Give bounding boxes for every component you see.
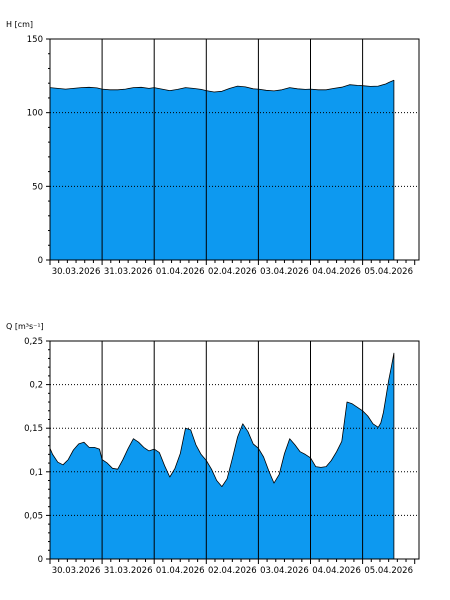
- water-level-chart: H [cm] 0 50 100 150 30.03.2026 31.03.2026 01.…: [6, 20, 420, 277]
- plot-frame: [49, 340, 420, 560]
- x-tick-label: 05.04.2026: [364, 267, 413, 277]
- x-tick-label: 02.04.2026: [208, 566, 257, 576]
- y-axis-ticks: 0 0,05 0,1 0,15 0,2 0,25: [24, 337, 50, 565]
- x-tick-label: 05.04.2026: [364, 566, 413, 576]
- y-tick-label: 150: [27, 35, 43, 45]
- plot-frame: [49, 38, 420, 261]
- y-tick-label: 0,05: [24, 511, 43, 521]
- x-tick-label: 03.04.2026: [260, 267, 309, 277]
- day-separator-lines: [101, 39, 364, 260]
- x-tick-label: 04.04.2026: [312, 267, 361, 277]
- discharge-area: [49, 352, 395, 560]
- x-tick-label: 02.04.2026: [208, 267, 257, 277]
- y-tick-label: 100: [27, 109, 43, 119]
- x-tick-label: 30.03.2026: [52, 267, 101, 277]
- y-tick-label: 0,15: [24, 424, 43, 434]
- discharge-chart: Q [m³s⁻¹] 0 0,05 0,1 0,15 0,2 0,25 30.03.2026…: [6, 322, 420, 576]
- y-axis-label: H [cm]: [6, 20, 33, 29]
- x-tick-label: 03.04.2026: [260, 566, 309, 576]
- day-separator-lines: [101, 341, 364, 559]
- y-tick-label: 0: [38, 256, 43, 266]
- x-axis-ticks: 30.03.2026 31.03.2026 01.04.2026 02.04.2026…: [49, 260, 416, 277]
- x-tick-label: 01.04.2026: [156, 566, 205, 576]
- y-tick-label: 0,2: [29, 381, 43, 391]
- y-axis-ticks: 0 50 100 150: [27, 35, 50, 266]
- water-level-area: [49, 79, 395, 261]
- y-tick-label: 0: [38, 555, 43, 565]
- y-tick-label: 0,1: [29, 468, 43, 478]
- x-axis-ticks: 30.03.2026 31.03.2026 01.04.2026 02.04.2026…: [49, 559, 416, 576]
- y-axis-label: Q [m³s⁻¹]: [6, 322, 44, 331]
- x-tick-label: 30.03.2026: [52, 566, 101, 576]
- y-tick-label: 50: [32, 182, 43, 192]
- y-tick-label: 0,25: [24, 337, 43, 347]
- x-tick-label: 31.03.2026: [104, 566, 153, 576]
- x-tick-label: 31.03.2026: [104, 267, 153, 277]
- x-tick-label: 04.04.2026: [312, 566, 361, 576]
- x-tick-label: 01.04.2026: [156, 267, 205, 277]
